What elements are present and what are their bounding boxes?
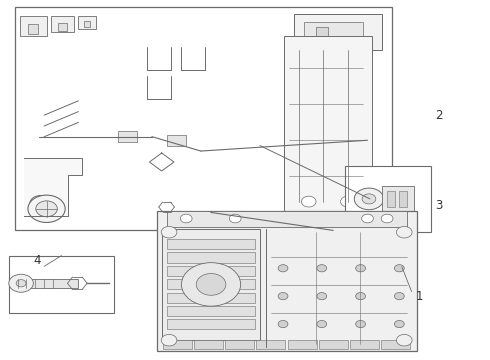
Circle shape (362, 194, 376, 204)
Circle shape (301, 196, 316, 207)
Bar (345, 166, 431, 232)
Circle shape (317, 265, 327, 272)
Bar (256, 340, 285, 349)
Bar (118, 131, 137, 142)
Circle shape (396, 226, 412, 238)
Circle shape (9, 274, 33, 292)
Circle shape (229, 214, 241, 223)
Bar (350, 340, 379, 349)
Circle shape (181, 263, 241, 306)
Text: 1: 1 (415, 291, 423, 303)
Bar (167, 293, 255, 303)
Bar (167, 279, 255, 289)
Circle shape (28, 195, 65, 222)
Bar (194, 340, 223, 349)
Bar (382, 186, 414, 212)
Bar (309, 16, 331, 34)
Circle shape (362, 214, 373, 223)
Bar (355, 15, 377, 29)
Circle shape (161, 226, 177, 238)
Bar (304, 22, 363, 43)
Text: 4: 4 (33, 255, 41, 267)
Bar (167, 266, 255, 276)
Circle shape (381, 214, 393, 223)
Circle shape (180, 214, 192, 223)
Bar (167, 319, 255, 329)
Circle shape (278, 320, 288, 328)
Circle shape (317, 293, 327, 300)
Circle shape (356, 320, 366, 328)
Bar (78, 16, 96, 29)
Circle shape (356, 293, 366, 300)
Bar (15, 7, 392, 230)
Circle shape (161, 334, 177, 346)
Bar (157, 211, 416, 351)
Bar (167, 239, 255, 249)
Bar (288, 340, 317, 349)
Circle shape (354, 188, 384, 210)
Bar (225, 340, 254, 349)
Bar (58, 23, 67, 31)
Circle shape (36, 200, 46, 207)
Circle shape (394, 293, 404, 300)
Bar (167, 252, 255, 262)
Bar (20, 16, 47, 36)
Bar (333, 15, 353, 31)
Bar (27, 24, 38, 34)
Bar (15, 279, 78, 288)
Bar (316, 27, 328, 41)
Bar (294, 14, 382, 50)
Polygon shape (24, 158, 82, 216)
Circle shape (394, 320, 404, 328)
Circle shape (317, 320, 327, 328)
Bar (381, 340, 411, 349)
Circle shape (196, 274, 226, 295)
Circle shape (341, 196, 355, 207)
Circle shape (278, 265, 288, 272)
Bar (167, 135, 186, 146)
Bar (162, 229, 260, 340)
Text: 2: 2 (435, 109, 442, 122)
Bar (399, 191, 407, 207)
Bar (387, 191, 395, 207)
Bar (319, 340, 348, 349)
Bar (284, 36, 372, 212)
Circle shape (394, 265, 404, 272)
Circle shape (278, 293, 288, 300)
Circle shape (396, 334, 412, 346)
Bar (83, 21, 91, 27)
Bar (167, 306, 255, 316)
Bar (167, 211, 407, 227)
Circle shape (356, 265, 366, 272)
Bar (51, 16, 74, 32)
Circle shape (30, 195, 51, 211)
Bar (163, 340, 192, 349)
Circle shape (36, 201, 57, 217)
Circle shape (16, 280, 26, 287)
Text: 3: 3 (435, 199, 442, 212)
Bar (9, 256, 114, 313)
